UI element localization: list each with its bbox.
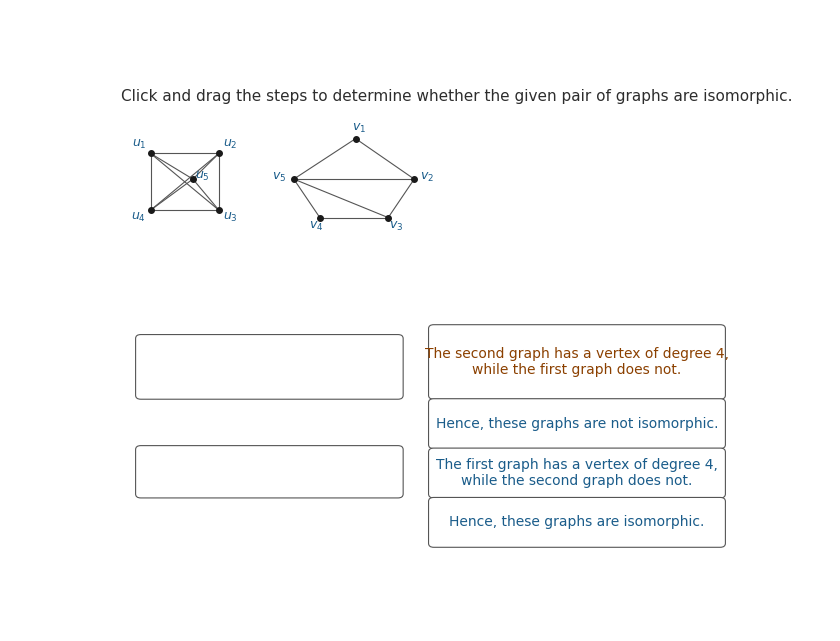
Text: Hence, these graphs are isomorphic.: Hence, these graphs are isomorphic. — [449, 515, 705, 529]
Text: $v_3$: $v_3$ — [389, 220, 403, 233]
Text: $u_5$: $u_5$ — [195, 170, 209, 183]
Text: Click and drag the steps to determine whether the given pair of graphs are isomo: Click and drag the steps to determine wh… — [121, 89, 793, 104]
Text: $u_1$: $u_1$ — [132, 138, 146, 151]
FancyBboxPatch shape — [428, 497, 726, 547]
Text: The second graph has a vertex of degree 4,
while the first graph does not.: The second graph has a vertex of degree … — [425, 347, 729, 377]
Text: $v_5$: $v_5$ — [272, 171, 286, 184]
Text: $v_4$: $v_4$ — [309, 220, 323, 233]
Text: $u_3$: $u_3$ — [223, 211, 238, 224]
FancyBboxPatch shape — [135, 335, 403, 399]
Text: Hence, these graphs are not isomorphic.: Hence, these graphs are not isomorphic. — [436, 417, 718, 431]
Text: $u_4$: $u_4$ — [131, 211, 146, 224]
Text: $u_2$: $u_2$ — [223, 138, 238, 151]
Text: $v_1$: $v_1$ — [352, 122, 366, 135]
Text: $v_2$: $v_2$ — [420, 171, 434, 184]
FancyBboxPatch shape — [428, 325, 726, 399]
FancyBboxPatch shape — [428, 399, 726, 449]
FancyBboxPatch shape — [428, 448, 726, 498]
FancyBboxPatch shape — [135, 445, 403, 498]
Text: The first graph has a vertex of degree 4,
while the second graph does not.: The first graph has a vertex of degree 4… — [436, 458, 718, 488]
